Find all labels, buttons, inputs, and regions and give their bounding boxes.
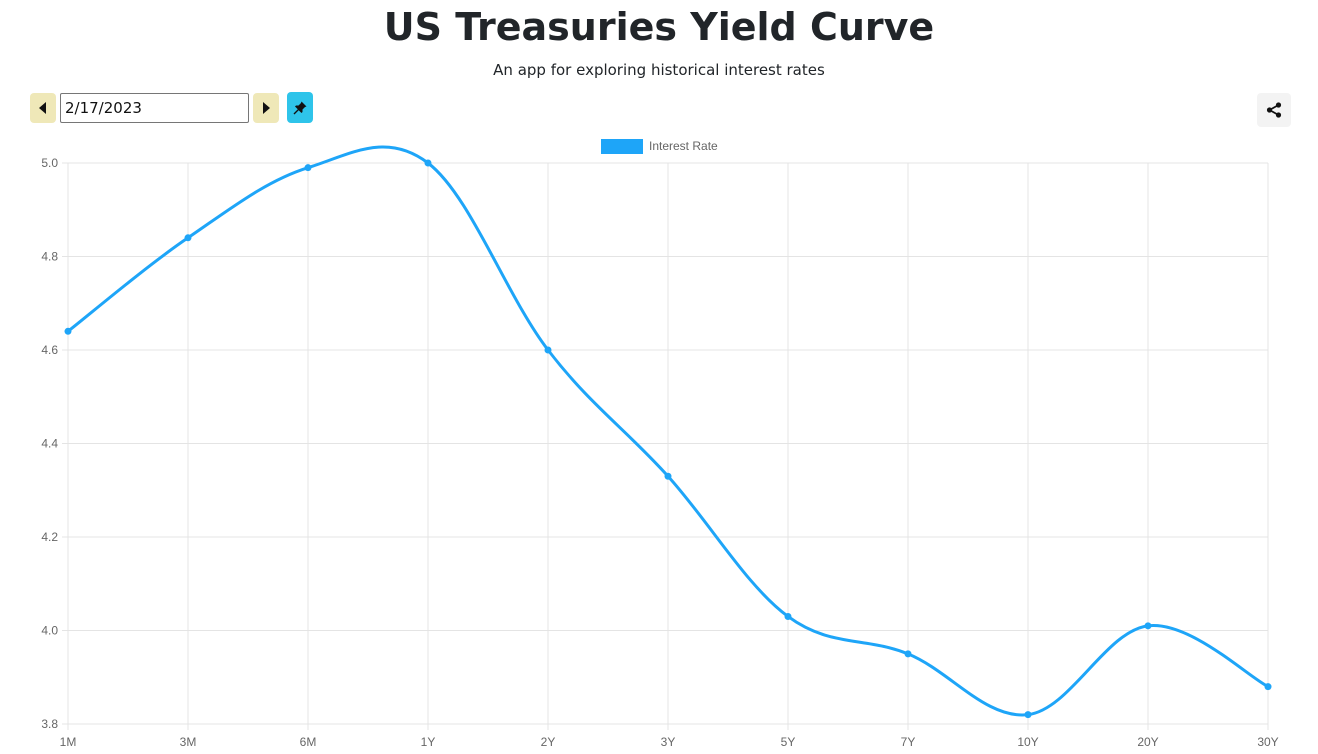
previous-date-button[interactable] [30, 93, 56, 123]
data-point-1m[interactable] [64, 327, 72, 335]
x-tick-label: 6M [300, 735, 317, 749]
chart-legend: Interest Rate [601, 139, 718, 154]
share-icon [1266, 102, 1282, 118]
data-point-10y[interactable] [1024, 711, 1032, 719]
data-point-30y[interactable] [1264, 683, 1272, 691]
x-tick-label: 30Y [1257, 735, 1278, 749]
legend-swatch [601, 139, 643, 154]
date-input[interactable] [60, 93, 249, 123]
triangle-right-icon [263, 102, 270, 114]
x-tick-label: 7Y [901, 735, 916, 749]
x-tick-label: 20Y [1137, 735, 1158, 749]
x-tick-label: 5Y [781, 735, 796, 749]
pushpin-icon [293, 101, 307, 114]
x-tick-label: 1Y [421, 735, 436, 749]
data-point-3m[interactable] [184, 234, 192, 242]
next-date-button[interactable] [253, 93, 279, 123]
page-title: US Treasuries Yield Curve [383, 5, 935, 49]
y-tick-label: 5.0 [41, 156, 58, 170]
triangle-left-icon [39, 102, 46, 114]
data-point-3y[interactable] [664, 472, 672, 480]
chart-grid [62, 162, 1269, 730]
data-point-6m[interactable] [304, 164, 312, 172]
x-tick-label: 10Y [1017, 735, 1038, 749]
x-tick-label: 3Y [661, 735, 676, 749]
y-tick-label: 4.2 [41, 530, 58, 544]
x-tick-label: 3M [180, 735, 197, 749]
chart-series [64, 145, 1272, 719]
page-subtitle: An app for exploring historical interest… [493, 61, 825, 79]
y-tick-label: 4.6 [41, 343, 58, 357]
x-tick-label: 2Y [541, 735, 556, 749]
pin-button[interactable] [287, 92, 313, 123]
data-point-5y[interactable] [784, 612, 792, 620]
y-tick-label: 4.4 [41, 437, 58, 451]
y-tick-label: 3.8 [41, 717, 58, 731]
share-button[interactable] [1257, 93, 1291, 127]
y-tick-label: 4.0 [41, 624, 58, 638]
data-point-7y[interactable] [904, 650, 912, 658]
y-tick-label: 4.8 [41, 250, 58, 264]
data-point-2y[interactable] [544, 346, 552, 354]
data-point-1y[interactable] [424, 159, 432, 167]
data-point-20y[interactable] [1144, 622, 1152, 630]
legend-label: Interest Rate [649, 139, 718, 153]
chart-axes: 5.0 4.8 4.6 4.4 4.2 4.0 3.81M 3M 6M 1Y 2Y 3Y 5Y 7Y 10Y… [41, 156, 1278, 749]
x-tick-label: 1M [60, 735, 77, 749]
